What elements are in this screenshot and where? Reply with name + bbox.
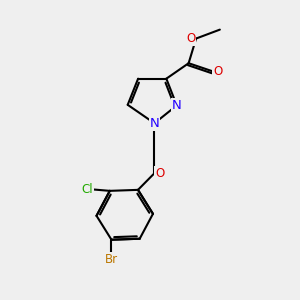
Text: O: O: [155, 167, 164, 180]
Text: Cl: Cl: [82, 183, 93, 196]
Text: N: N: [172, 99, 182, 112]
Text: O: O: [213, 65, 222, 78]
Text: N: N: [150, 117, 159, 130]
Text: Br: Br: [105, 253, 118, 266]
Text: O: O: [186, 32, 195, 45]
